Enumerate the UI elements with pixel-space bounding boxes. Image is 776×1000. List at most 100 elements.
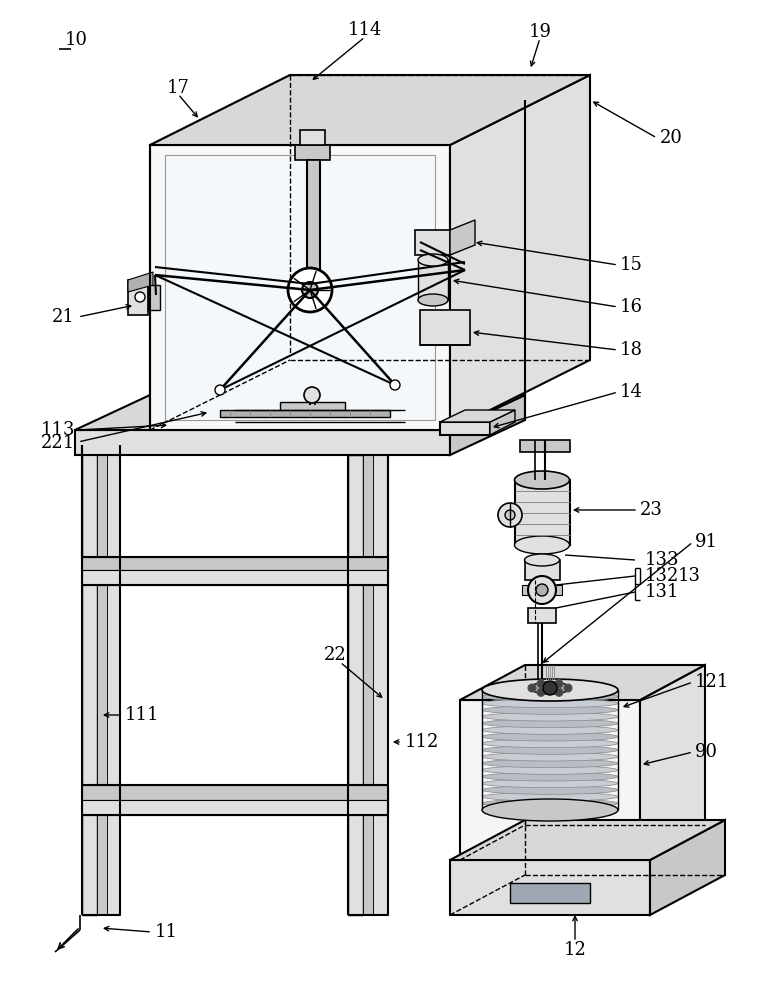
Text: 17: 17 [167, 79, 189, 97]
Text: 12: 12 [563, 941, 587, 959]
Polygon shape [363, 455, 373, 915]
Polygon shape [525, 560, 560, 580]
Polygon shape [650, 820, 725, 915]
Polygon shape [82, 445, 97, 915]
Text: 23: 23 [640, 501, 663, 519]
Ellipse shape [482, 792, 618, 801]
Ellipse shape [482, 679, 618, 701]
Text: 14: 14 [620, 383, 643, 401]
Circle shape [543, 681, 557, 695]
Polygon shape [82, 785, 388, 800]
Polygon shape [440, 422, 490, 435]
Polygon shape [128, 280, 148, 315]
Polygon shape [554, 585, 562, 595]
Text: 20: 20 [660, 129, 683, 147]
Text: 19: 19 [528, 23, 552, 41]
Text: 11: 11 [155, 923, 178, 941]
Text: 113: 113 [40, 421, 75, 439]
Ellipse shape [482, 786, 618, 794]
Polygon shape [490, 410, 515, 435]
Ellipse shape [514, 536, 570, 554]
Polygon shape [450, 820, 725, 860]
Polygon shape [107, 445, 120, 915]
Polygon shape [235, 417, 405, 422]
Circle shape [215, 385, 225, 395]
Ellipse shape [482, 739, 618, 748]
Polygon shape [307, 160, 320, 290]
Ellipse shape [482, 719, 618, 728]
Text: 114: 114 [348, 21, 383, 39]
Polygon shape [528, 608, 556, 623]
Polygon shape [300, 130, 325, 145]
Ellipse shape [482, 779, 618, 788]
Polygon shape [520, 440, 570, 452]
Polygon shape [522, 585, 530, 595]
Polygon shape [128, 272, 153, 292]
Ellipse shape [418, 254, 448, 266]
Polygon shape [150, 75, 590, 145]
Circle shape [537, 680, 545, 688]
Text: 111: 111 [125, 706, 160, 724]
Ellipse shape [482, 699, 618, 708]
Polygon shape [165, 155, 435, 420]
Text: 132: 132 [645, 567, 679, 585]
Polygon shape [295, 145, 330, 160]
Polygon shape [460, 700, 640, 860]
Ellipse shape [482, 746, 618, 754]
Polygon shape [82, 570, 388, 585]
Ellipse shape [525, 554, 559, 566]
Polygon shape [150, 145, 450, 430]
Ellipse shape [482, 799, 618, 821]
Text: 16: 16 [620, 298, 643, 316]
Ellipse shape [482, 772, 618, 781]
Circle shape [288, 268, 332, 312]
Polygon shape [450, 75, 590, 430]
Circle shape [536, 584, 548, 596]
Circle shape [555, 680, 563, 688]
Polygon shape [515, 480, 570, 545]
Text: 131: 131 [645, 583, 680, 601]
Polygon shape [170, 372, 490, 400]
Polygon shape [75, 430, 450, 455]
Ellipse shape [482, 706, 618, 714]
Polygon shape [82, 557, 388, 570]
Circle shape [528, 684, 536, 692]
Circle shape [537, 688, 545, 696]
Text: 21: 21 [52, 308, 75, 326]
Text: 133: 133 [645, 551, 680, 569]
Ellipse shape [530, 682, 570, 694]
Text: 91: 91 [695, 533, 718, 551]
Text: 18: 18 [620, 341, 643, 359]
Ellipse shape [482, 692, 618, 701]
Text: 112: 112 [405, 733, 439, 751]
Ellipse shape [514, 471, 570, 489]
Ellipse shape [482, 726, 618, 734]
Text: 22: 22 [324, 646, 346, 664]
Polygon shape [373, 455, 388, 915]
Polygon shape [97, 445, 107, 915]
Circle shape [555, 688, 563, 696]
Ellipse shape [482, 752, 618, 761]
Polygon shape [420, 310, 470, 345]
Circle shape [564, 684, 572, 692]
Circle shape [304, 387, 320, 403]
Polygon shape [148, 285, 160, 310]
Polygon shape [450, 860, 650, 915]
Ellipse shape [418, 294, 448, 306]
Polygon shape [510, 883, 590, 903]
Text: 121: 121 [695, 673, 729, 691]
Ellipse shape [482, 732, 618, 741]
Text: 221: 221 [41, 434, 75, 452]
Polygon shape [220, 410, 390, 417]
Polygon shape [640, 665, 705, 860]
Circle shape [505, 510, 515, 520]
Polygon shape [418, 260, 448, 300]
Text: 90: 90 [695, 743, 718, 761]
Polygon shape [450, 395, 525, 455]
Polygon shape [450, 220, 475, 255]
Polygon shape [235, 410, 405, 417]
Polygon shape [75, 395, 525, 430]
Circle shape [528, 576, 556, 604]
Ellipse shape [482, 766, 618, 774]
Circle shape [390, 380, 400, 390]
